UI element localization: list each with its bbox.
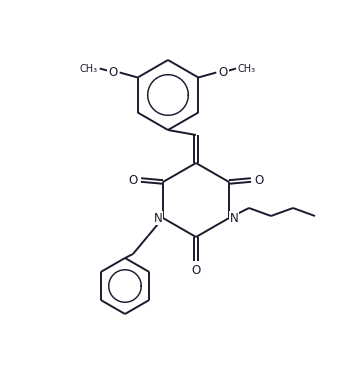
Text: N: N (154, 212, 162, 224)
Text: O: O (255, 173, 264, 187)
Text: CH₃: CH₃ (80, 63, 98, 74)
Text: O: O (192, 264, 201, 276)
Text: N: N (230, 212, 239, 224)
Text: CH₃: CH₃ (237, 63, 255, 74)
Text: O: O (129, 173, 138, 187)
Text: O: O (108, 66, 117, 79)
Text: O: O (219, 66, 228, 79)
